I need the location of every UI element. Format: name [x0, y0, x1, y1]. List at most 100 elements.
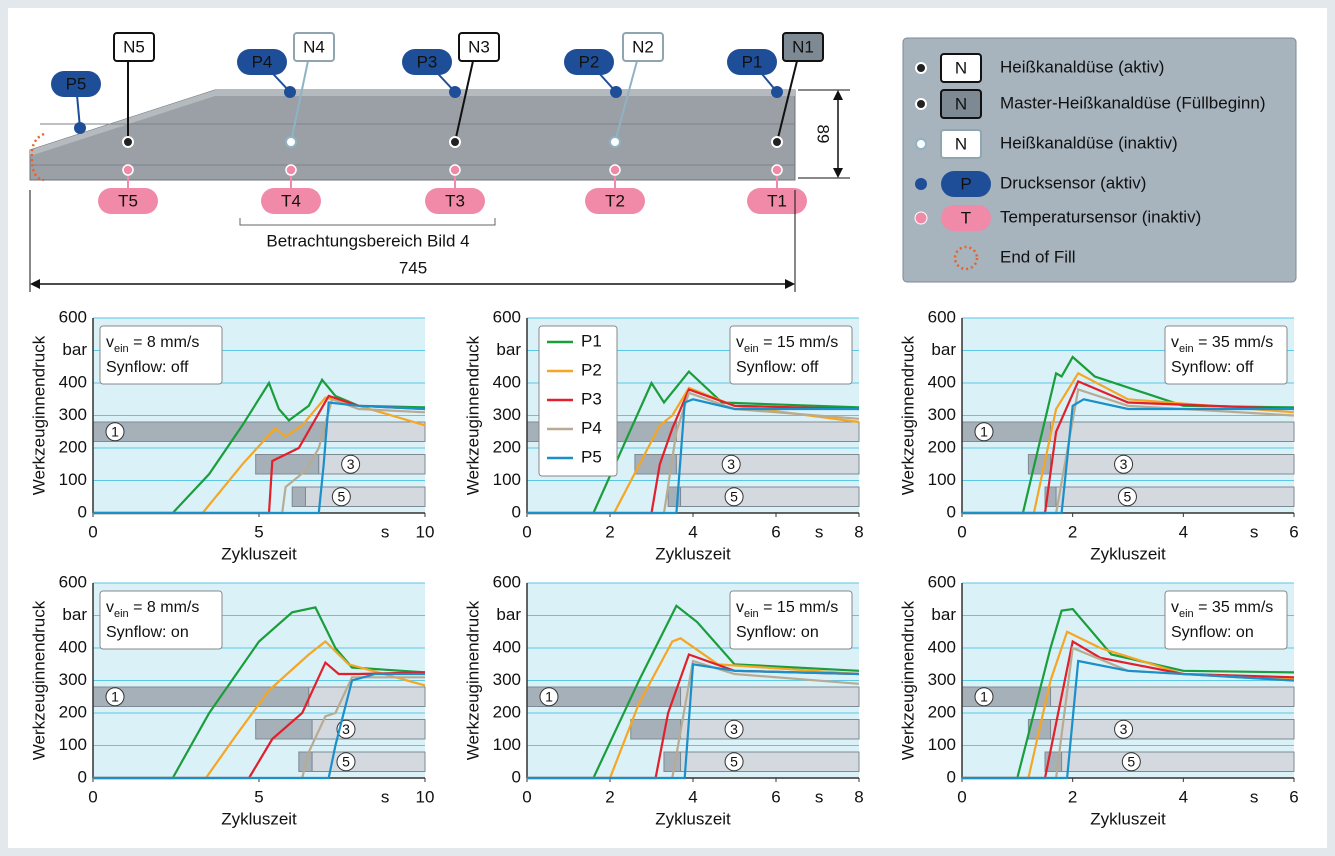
x-unit: s — [815, 787, 824, 806]
x-axis-label: Zykluszeit — [221, 809, 297, 828]
temperature-sensor — [450, 165, 460, 175]
y-tick-label: 400 — [928, 637, 956, 656]
x-tick-label: 4 — [688, 522, 697, 541]
y-tick-label: 100 — [59, 470, 87, 489]
zone-label: 3 — [727, 456, 735, 472]
legend-label: P1 — [581, 331, 602, 350]
y-tick-label: 300 — [928, 405, 956, 424]
y-tick-label: 0 — [947, 767, 956, 786]
temperature-sensor — [123, 165, 133, 175]
zone-label: 5 — [337, 488, 345, 504]
y-tick-label: 0 — [947, 502, 956, 521]
pressure-sensor — [74, 122, 86, 134]
y-tick-label: 0 — [512, 767, 521, 786]
y-tick-label: 600 — [928, 572, 956, 591]
legend-symbol-label: P — [960, 174, 971, 193]
nozzle-label: N4 — [303, 37, 325, 56]
y-tick-label: 200 — [928, 437, 956, 456]
nozzle — [450, 137, 460, 147]
zone-open — [309, 687, 425, 707]
x-axis-label: Zykluszeit — [655, 809, 731, 828]
zone-open — [325, 422, 425, 442]
y-tick-label: bar — [931, 605, 956, 624]
x-tick-label: 2 — [1068, 787, 1077, 806]
legend-symbol-label: N — [955, 58, 967, 77]
zone-open — [676, 422, 859, 442]
x-tick-label: 4 — [688, 787, 697, 806]
speed-subscript: ein — [114, 343, 129, 355]
y-tick-label: 0 — [78, 502, 87, 521]
zone-label: 1 — [111, 688, 119, 704]
x-unit: s — [815, 522, 824, 541]
y-tick-label: 100 — [928, 470, 956, 489]
speed-symbol: v — [736, 334, 744, 351]
x-unit: s — [381, 522, 390, 541]
y-axis-label: Werkzeuginnendruck — [29, 335, 48, 495]
x-tick-label: 2 — [1068, 522, 1077, 541]
y-tick-label: 600 — [59, 307, 87, 326]
temperature-sensor-label: T4 — [281, 191, 301, 210]
x-tick-label: 6 — [771, 522, 780, 541]
nozzle — [610, 137, 620, 147]
zone-open — [1051, 687, 1294, 707]
x-unit: s — [1250, 522, 1259, 541]
zone-open — [319, 455, 425, 475]
y-tick-label: bar — [62, 340, 87, 359]
zone-label: 1 — [980, 423, 988, 439]
y-tick-label: bar — [931, 340, 956, 359]
temperature-sensor — [610, 165, 620, 175]
y-tick-label: bar — [62, 605, 87, 624]
x-axis-label: Zykluszeit — [1090, 809, 1166, 828]
zone-closed — [631, 720, 681, 740]
y-axis-label: Werkzeuginnendruck — [463, 600, 482, 760]
legend-dot — [916, 63, 926, 73]
legend-dot — [915, 212, 927, 224]
speed-symbol: v — [106, 599, 114, 616]
y-tick-label: 200 — [59, 702, 87, 721]
x-unit: s — [1250, 787, 1259, 806]
y-tick-label: 300 — [59, 670, 87, 689]
zone-label: 1 — [111, 423, 119, 439]
length-label: 745 — [399, 258, 427, 277]
y-tick-label: 300 — [928, 670, 956, 689]
pressure-sensor — [610, 86, 622, 98]
legend-dot — [915, 178, 927, 190]
y-tick-label: bar — [496, 605, 521, 624]
y-tick-label: 600 — [59, 572, 87, 591]
legend-text: Heißkanaldüse (inaktiv) — [1000, 133, 1178, 152]
legend-label: P3 — [581, 389, 602, 408]
nozzle-label: N2 — [632, 37, 654, 56]
y-tick-label: 100 — [59, 735, 87, 754]
x-tick-label: 6 — [771, 787, 780, 806]
speed-value: = 8 mm/s — [129, 334, 200, 351]
zone-open — [1051, 422, 1294, 442]
x-tick-label: 5 — [254, 522, 263, 541]
y-tick-label: 200 — [928, 702, 956, 721]
x-unit: s — [381, 787, 390, 806]
synflow-label: Synflow: on — [736, 624, 819, 641]
y-tick-label: 100 — [493, 735, 521, 754]
zone-open — [1051, 720, 1294, 740]
y-tick-label: 400 — [928, 372, 956, 391]
zone-label: 3 — [1120, 721, 1128, 737]
y-tick-label: 400 — [59, 637, 87, 656]
x-tick-label: 5 — [254, 787, 263, 806]
y-tick-label: 600 — [928, 307, 956, 326]
speed-subscript: ein — [744, 343, 759, 355]
nozzle-label: N5 — [123, 37, 145, 56]
speed-value: = 8 mm/s — [129, 599, 200, 616]
speed-subscript: ein — [1179, 608, 1194, 620]
x-tick-label: 4 — [1179, 787, 1188, 806]
y-tick-label: 200 — [59, 437, 87, 456]
pressure-sensor-label: P2 — [579, 52, 600, 71]
y-tick-label: 300 — [59, 405, 87, 424]
x-tick-label: 0 — [957, 522, 966, 541]
nozzle — [286, 137, 296, 147]
legend-label: P2 — [581, 360, 602, 379]
zone-label: 3 — [347, 456, 355, 472]
legend-label: P5 — [581, 447, 602, 466]
y-tick-label: 600 — [493, 307, 521, 326]
x-axis-label: Zykluszeit — [1090, 544, 1166, 563]
x-tick-label: 0 — [88, 522, 97, 541]
zone-closed — [93, 687, 309, 707]
